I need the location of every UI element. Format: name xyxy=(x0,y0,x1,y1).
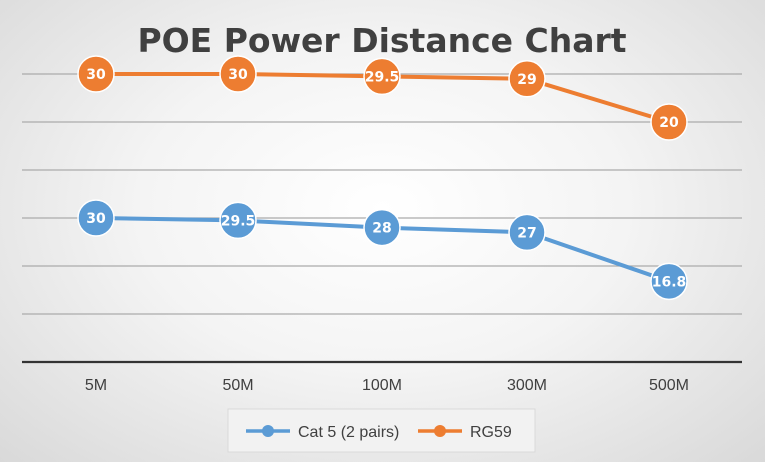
legend-label: RG59 xyxy=(470,424,512,441)
data-point xyxy=(219,201,257,240)
data-label: 29.5 xyxy=(221,213,256,229)
chart-title: POE Power Distance Chart xyxy=(137,21,626,60)
data-point xyxy=(650,103,688,141)
data-point xyxy=(508,60,546,98)
data-label: 30 xyxy=(86,211,106,227)
data-label: 28 xyxy=(372,221,391,237)
x-tick-label: 300M xyxy=(507,377,547,394)
legend-swatch-marker xyxy=(434,425,446,437)
x-tick-label: 50M xyxy=(222,377,253,394)
data-point xyxy=(650,262,688,301)
legend-label: Cat 5 (2 pairs) xyxy=(298,424,399,441)
data-point xyxy=(363,208,401,247)
x-tick-label: 100M xyxy=(362,377,402,394)
data-point xyxy=(219,55,257,93)
data-point xyxy=(77,199,115,237)
x-tick-label: 500M xyxy=(649,377,689,394)
data-label: 29 xyxy=(517,72,536,88)
data-label: 27 xyxy=(517,225,536,241)
data-point xyxy=(77,55,115,93)
data-label: 29.5 xyxy=(365,69,400,85)
legend-swatch-marker xyxy=(262,425,274,437)
data-point xyxy=(508,213,546,252)
data-label: 30 xyxy=(228,67,248,83)
data-label: 16.8 xyxy=(652,274,687,290)
data-point xyxy=(363,57,401,96)
data-label: 20 xyxy=(659,115,679,131)
x-tick-label: 5M xyxy=(85,377,107,394)
data-label: 30 xyxy=(86,67,106,83)
